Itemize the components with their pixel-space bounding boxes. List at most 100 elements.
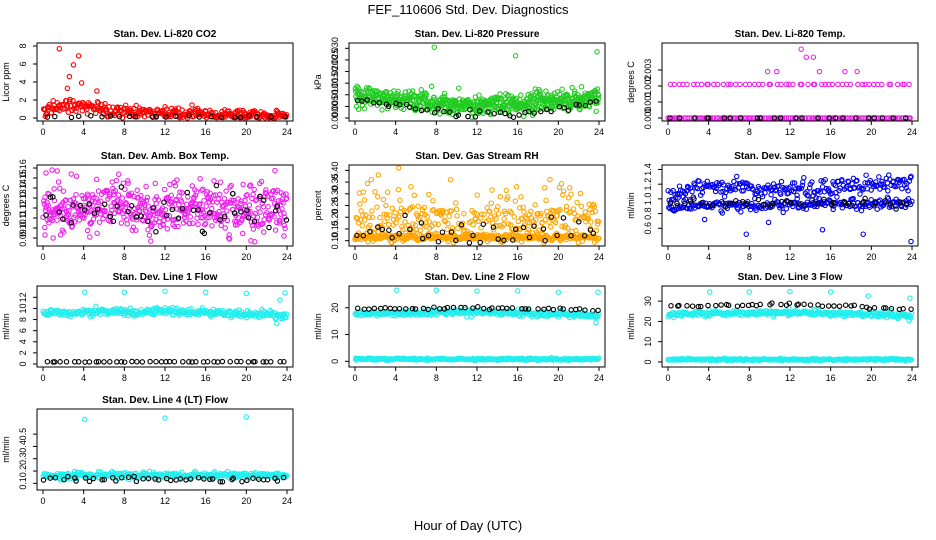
data-point (46, 191, 52, 197)
data-point (73, 191, 79, 198)
data-point (169, 204, 176, 210)
data-point (193, 188, 200, 195)
data-point (903, 201, 910, 207)
data-point (783, 81, 790, 88)
data-point (822, 81, 829, 88)
data-point (541, 185, 548, 191)
data-point (839, 205, 846, 211)
data-point (735, 206, 741, 212)
data-point (572, 88, 578, 94)
x-tick-label: 8 (747, 127, 752, 137)
data-point (435, 106, 441, 112)
x-tick-label: 12 (160, 127, 170, 137)
x-tick-label: 4 (706, 127, 711, 137)
x-tick-label: 16 (201, 127, 211, 137)
data-point (445, 220, 451, 227)
data-point (455, 112, 462, 118)
data-point (733, 173, 740, 180)
data-point (396, 230, 402, 237)
data-point (403, 306, 409, 312)
data-point (383, 202, 389, 209)
data-point (849, 180, 855, 187)
series (352, 354, 602, 364)
data-point (424, 213, 431, 220)
data-point (500, 221, 507, 228)
data-point (274, 320, 280, 327)
data-point (458, 222, 465, 228)
data-point (232, 114, 238, 121)
x-tick-label: 4 (81, 252, 86, 262)
data-point (42, 232, 48, 238)
data-point (204, 189, 211, 195)
x-tick-label: 12 (785, 127, 795, 137)
x-tick-label: 0 (352, 252, 357, 262)
data-point (570, 206, 577, 212)
data-point (504, 305, 510, 312)
data-point (51, 359, 58, 365)
data-point (44, 358, 51, 365)
data-point (779, 115, 786, 121)
data-point (806, 185, 813, 191)
data-point (477, 239, 483, 246)
data-point (594, 49, 600, 55)
data-point (513, 184, 520, 190)
data-point (169, 206, 176, 213)
data-point (591, 203, 598, 210)
data-point (243, 290, 250, 297)
data-point (222, 225, 228, 231)
data-point (799, 182, 806, 189)
data-point (361, 217, 368, 223)
data-point (743, 231, 750, 237)
data-point (143, 197, 150, 204)
data-point (714, 81, 721, 88)
data-point (145, 226, 151, 233)
y-tick-label: 10 (18, 303, 28, 313)
data-point (518, 194, 524, 200)
data-point (501, 237, 507, 244)
data-point (366, 306, 372, 312)
data-point (676, 81, 683, 88)
x-tick-label: 20 (241, 127, 251, 137)
data-point (419, 235, 426, 242)
data-point (408, 184, 414, 190)
data-point (712, 188, 719, 195)
x-tick-label: 12 (472, 252, 482, 262)
data-point (385, 221, 392, 228)
data-point (98, 198, 104, 205)
data-point (45, 203, 52, 209)
data-point (251, 186, 257, 193)
data-point (425, 232, 432, 239)
data-point (193, 201, 199, 208)
data-point (136, 105, 143, 111)
data-point (514, 288, 521, 294)
x-tick-label: 0 (665, 252, 670, 262)
data-point (441, 90, 448, 97)
data-point (42, 224, 48, 231)
data-point (559, 86, 565, 92)
data-point (532, 86, 539, 92)
y-axis-label: percent (313, 190, 323, 221)
data-point (84, 227, 91, 234)
data-point (769, 115, 775, 121)
data-points (665, 46, 913, 121)
data-point (375, 172, 382, 178)
data-point (815, 201, 821, 207)
data-point (109, 179, 115, 185)
data-point (582, 209, 588, 215)
data-point (862, 81, 868, 88)
data-point (859, 200, 866, 206)
data-point (202, 289, 209, 296)
data-point (386, 227, 392, 233)
y-tick-label: 0.15 (18, 169, 28, 187)
data-point (713, 302, 719, 309)
data-point (370, 100, 377, 106)
data-point (129, 227, 135, 233)
data-point (876, 174, 882, 180)
data-point (190, 220, 196, 227)
data-point (163, 212, 170, 219)
data-point (394, 235, 401, 242)
x-tick-label: 24 (282, 127, 292, 137)
data-point (740, 187, 747, 194)
